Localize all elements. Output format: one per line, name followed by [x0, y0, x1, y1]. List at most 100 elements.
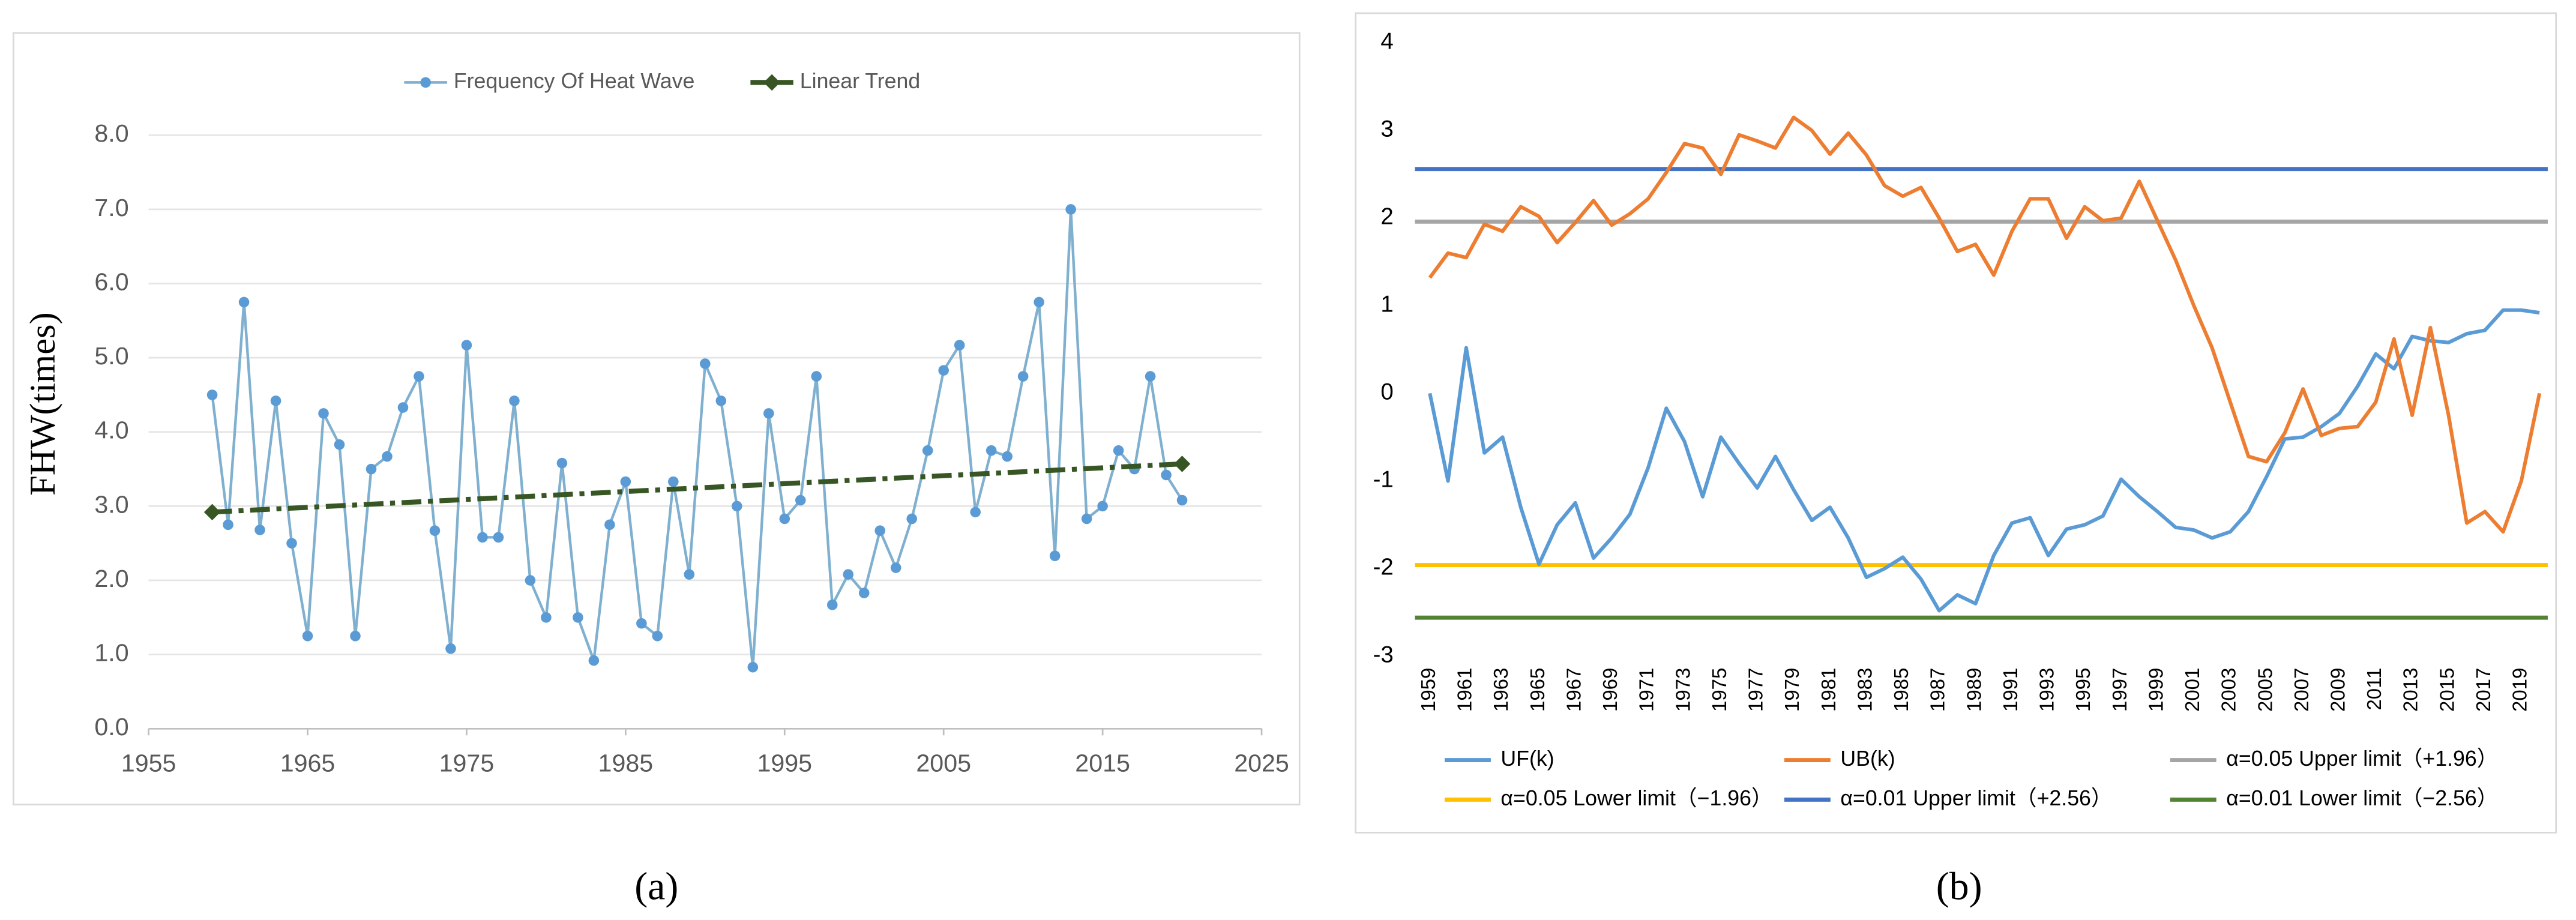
- data-point: [541, 612, 552, 623]
- data-point: [1034, 296, 1044, 308]
- data-point: [445, 643, 456, 654]
- data-line: [1428, 308, 2540, 613]
- data-point: [700, 358, 711, 369]
- data-point: [206, 389, 218, 400]
- data-point: [573, 612, 583, 623]
- data-point: [986, 445, 997, 456]
- data-point: [826, 600, 838, 610]
- trend-marker: [203, 504, 221, 521]
- x-tick-label: 1963: [1490, 668, 1512, 712]
- data-point: [556, 457, 568, 469]
- trend-line: [212, 461, 1182, 515]
- data-point: [302, 630, 313, 642]
- data-point: [922, 445, 933, 456]
- data-point: [1113, 445, 1124, 456]
- x-tick-label: 1965: [1526, 668, 1548, 712]
- data-point: [906, 513, 918, 525]
- x-tick-label: 1985: [1890, 668, 1912, 712]
- data-point: [604, 519, 615, 531]
- x-tick-label: 1977: [1745, 668, 1767, 712]
- panel-a-frame: [12, 32, 1301, 806]
- panel-b-frame: [1355, 12, 2557, 834]
- data-point: [270, 395, 281, 406]
- x-tick-label: 1991: [1999, 668, 2021, 712]
- data-point: [509, 395, 520, 406]
- x-tick-label: 2011: [2363, 668, 2385, 711]
- y-tick-label: 4: [1380, 29, 1393, 55]
- data-point: [350, 630, 361, 642]
- x-tick-label: 1995: [757, 750, 812, 777]
- x-tick-label: 1989: [1963, 668, 1985, 712]
- y-tick-label: -2: [1373, 555, 1394, 580]
- legend-marker: [420, 77, 431, 88]
- data-point: [636, 618, 647, 629]
- x-tick-label: 1999: [2144, 668, 2167, 712]
- legend-label: α=0.01 Lower limit（−2.56）: [2226, 786, 2498, 810]
- data-point: [1097, 501, 1108, 512]
- x-tick-label: 1959: [1417, 668, 1439, 712]
- y-tick-label: 3.0: [94, 490, 128, 518]
- legend-label: Linear Trend: [800, 69, 920, 93]
- legend-marker: [763, 74, 780, 91]
- data-point: [684, 569, 695, 580]
- x-tick-label: 2003: [2218, 668, 2240, 712]
- legend-label: UF(k): [1500, 747, 1554, 771]
- x-tick-label: 1975: [439, 750, 495, 777]
- y-tick-label: 7.0: [94, 194, 128, 221]
- y-tick-label: 0.0: [94, 713, 128, 741]
- data-point: [397, 402, 409, 413]
- data-point: [779, 513, 790, 525]
- x-tick-label: 1955: [121, 750, 176, 777]
- y-tick-label: -3: [1373, 642, 1394, 668]
- x-tick-label: 2009: [2326, 668, 2349, 712]
- data-point: [747, 661, 759, 673]
- data-point: [334, 439, 345, 450]
- y-tick-label: 1: [1380, 292, 1393, 317]
- x-tick-label: 2013: [2400, 668, 2422, 712]
- data-point: [1017, 371, 1029, 382]
- x-tick-label: 1987: [1927, 668, 1949, 712]
- x-tick-label: 2015: [2436, 668, 2458, 712]
- y-tick-label: 1.0: [94, 639, 128, 667]
- x-tick-label: 1965: [280, 750, 336, 777]
- data-point: [1002, 451, 1013, 462]
- data-point: [1049, 550, 1061, 562]
- x-tick-label: 1981: [1817, 668, 1840, 712]
- data-point: [938, 365, 949, 376]
- x-tick-label: 2015: [1075, 750, 1130, 777]
- data-point: [732, 501, 742, 512]
- data-point: [1065, 204, 1076, 215]
- data-point: [715, 395, 727, 406]
- trend-marker: [1173, 455, 1191, 472]
- data-point: [858, 588, 870, 598]
- legend-label: α=0.05 Upper limit（+1.96）: [2226, 747, 2498, 771]
- data-point: [525, 575, 536, 586]
- y-tick-label: 2: [1380, 204, 1393, 230]
- x-tick-label: 1971: [1636, 668, 1658, 712]
- data-point: [238, 296, 250, 308]
- data-point: [874, 525, 886, 537]
- y-tick-label: 0: [1380, 379, 1393, 405]
- legend-label: Frequency Of Heat Wave: [454, 69, 695, 93]
- data-point: [382, 451, 393, 462]
- data-point: [414, 371, 424, 382]
- data-point: [970, 507, 981, 518]
- x-tick-label: 1983: [1853, 668, 1876, 712]
- data-point: [366, 463, 377, 475]
- data-line: [1428, 115, 2542, 534]
- x-tick-label: 2005: [2254, 668, 2276, 712]
- data-point: [652, 630, 663, 642]
- data-point: [620, 476, 631, 487]
- data-point: [286, 538, 297, 549]
- x-tick-label: 1961: [1454, 668, 1476, 712]
- x-tick-label: 1995: [2072, 668, 2094, 712]
- y-tick-label: 2.0: [94, 565, 128, 592]
- data-point: [477, 532, 488, 543]
- data-point: [318, 408, 329, 419]
- data-point: [588, 655, 600, 666]
- x-tick-label: 1993: [2036, 668, 2058, 712]
- data-point: [843, 569, 854, 580]
- x-tick-label: 2025: [1234, 750, 1289, 777]
- data-point: [763, 408, 774, 419]
